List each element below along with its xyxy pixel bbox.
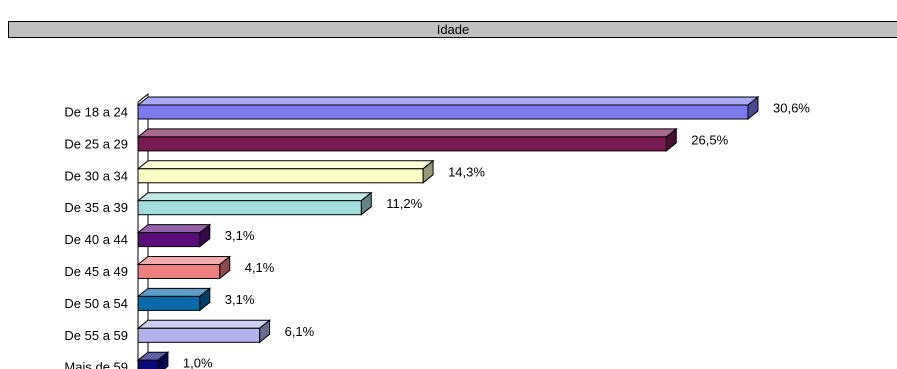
value-label: 3,1% (225, 292, 255, 307)
bar-top-face (136, 160, 435, 170)
bar-side-face (157, 351, 169, 369)
bar-top-face (136, 287, 212, 297)
value-label: 1,0% (183, 356, 213, 369)
bar-top-face (136, 319, 272, 329)
category-label: De 40 a 44 (64, 232, 128, 247)
bar-top-face (136, 224, 212, 234)
chart-title: Idade (8, 21, 897, 38)
value-label: 26,5% (691, 132, 728, 147)
value-label: 3,1% (225, 228, 255, 243)
value-label: 14,3% (448, 164, 485, 179)
bar-top-face (136, 96, 760, 106)
category-label: De 50 a 54 (64, 296, 128, 311)
bar-1 (136, 95, 760, 121)
bar-front-face (137, 295, 201, 311)
bar-6 (136, 255, 232, 280)
bar-top-face (136, 192, 373, 202)
bar-2 (136, 127, 678, 152)
bar-3 (136, 159, 435, 184)
category-label: De 18 a 24 (64, 105, 128, 120)
bar-front-face (137, 232, 201, 248)
value-label: 11,2% (386, 196, 422, 211)
category-label: De 45 a 49 (64, 264, 128, 279)
bar-front-face (137, 359, 159, 369)
bar-top-face (136, 128, 678, 138)
bar-front-face (137, 104, 749, 120)
value-label: 30,6% (773, 101, 810, 116)
bar-front-face (137, 327, 261, 343)
bar-top-face (136, 256, 232, 265)
bar-front-face (137, 136, 667, 152)
category-label: De 30 a 34 (64, 168, 128, 183)
category-label: De 25 a 29 (64, 136, 128, 151)
bar-front-face (137, 168, 424, 184)
value-label: 4,1% (245, 260, 275, 275)
value-label: 6,1% (285, 324, 315, 339)
bar-8 (136, 319, 272, 344)
bar-7 (136, 287, 212, 312)
category-label: De 55 a 59 (64, 328, 128, 343)
category-label: De 35 a 39 (64, 200, 128, 215)
bar-9 (136, 351, 170, 369)
bar-4 (136, 191, 373, 216)
bar-front-face (137, 264, 221, 279)
bar-front-face (137, 200, 362, 216)
bar-5 (136, 223, 212, 248)
category-label: Mais de 59 (64, 360, 128, 369)
